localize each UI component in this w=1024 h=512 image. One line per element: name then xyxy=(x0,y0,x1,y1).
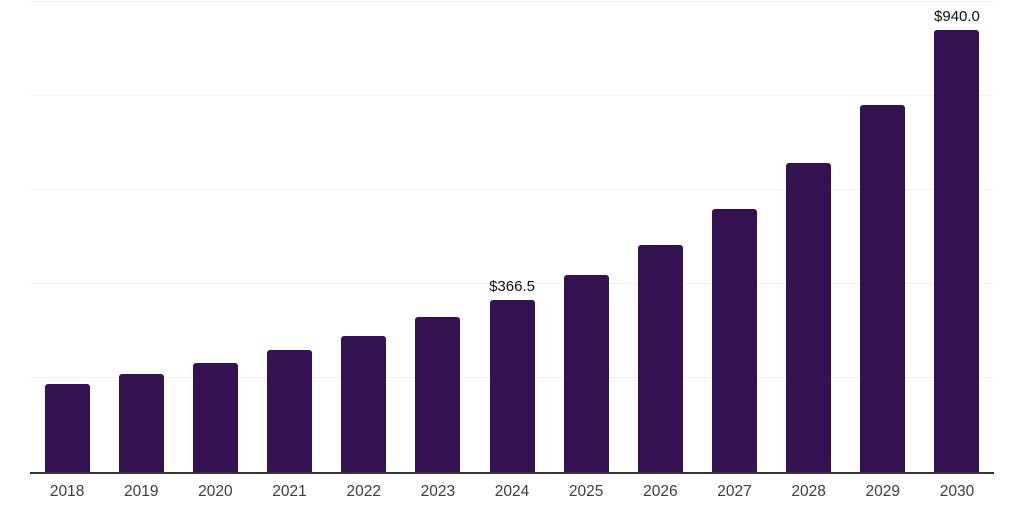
bar-2028 xyxy=(786,162,832,472)
x-tick-label-2029: 2029 xyxy=(865,483,901,500)
gridline-400 xyxy=(30,283,994,284)
bar-column-2027 xyxy=(697,2,771,472)
bar-column-2029 xyxy=(846,2,920,472)
bar-column-2025 xyxy=(549,2,623,472)
x-tick-label-2027: 2027 xyxy=(717,483,752,500)
x-tick-label-2022: 2022 xyxy=(346,483,381,500)
x-tick-label-2018: 2018 xyxy=(49,483,85,500)
x-tick-label-2025: 2025 xyxy=(568,483,604,500)
bar-column-2023 xyxy=(401,2,475,472)
bar-value-label-2030: $940.0 xyxy=(934,8,980,26)
bar-column-2028 xyxy=(772,2,846,472)
x-tick-label-2026: 2026 xyxy=(643,483,678,500)
bar-2020 xyxy=(192,362,238,472)
bar-column-2022 xyxy=(327,2,401,472)
x-tick-label-2020: 2020 xyxy=(198,483,233,500)
bars-layer: $366.5 $940.0 xyxy=(30,2,994,472)
gridline-800 xyxy=(30,95,994,96)
bar-2026 xyxy=(637,245,683,472)
bar-column-2024: $366.5 xyxy=(475,2,549,472)
bar-column-2030: $940.0 xyxy=(920,2,994,472)
plot-area: $366.5 $940.0 xyxy=(30,1,994,474)
bar-column-2019 xyxy=(104,2,178,472)
bar-2024 xyxy=(489,299,535,472)
x-axis-labels: 2018 2019 2020 2021 2022 2023 2024 2025 2026 2027… xyxy=(30,483,994,501)
bar-2023 xyxy=(415,316,461,472)
x-tick-label-2023: 2023 xyxy=(420,483,456,500)
bar-2030 xyxy=(934,30,980,472)
bar-2029 xyxy=(860,104,906,472)
bar-column-2021 xyxy=(252,2,326,472)
bar-2027 xyxy=(711,208,757,472)
bar-2022 xyxy=(341,336,387,472)
x-tick-label-2019: 2019 xyxy=(123,483,159,500)
x-tick-label-2028: 2028 xyxy=(791,483,826,500)
bar-column-2026 xyxy=(623,2,697,472)
x-tick-label-2021: 2021 xyxy=(272,483,307,500)
gridline-600 xyxy=(30,189,994,190)
bar-2018 xyxy=(44,383,90,472)
bar-value-label-2024: $366.5 xyxy=(489,277,535,295)
bar-2021 xyxy=(267,350,313,472)
x-tick-label-2024: 2024 xyxy=(494,483,530,500)
bar-2025 xyxy=(563,274,609,472)
bar-column-2020 xyxy=(178,2,252,472)
x-tick-label-2030: 2030 xyxy=(939,483,975,500)
bar-2019 xyxy=(118,373,164,472)
gridline-1000 xyxy=(30,1,994,2)
bar-column-2018 xyxy=(30,2,104,472)
